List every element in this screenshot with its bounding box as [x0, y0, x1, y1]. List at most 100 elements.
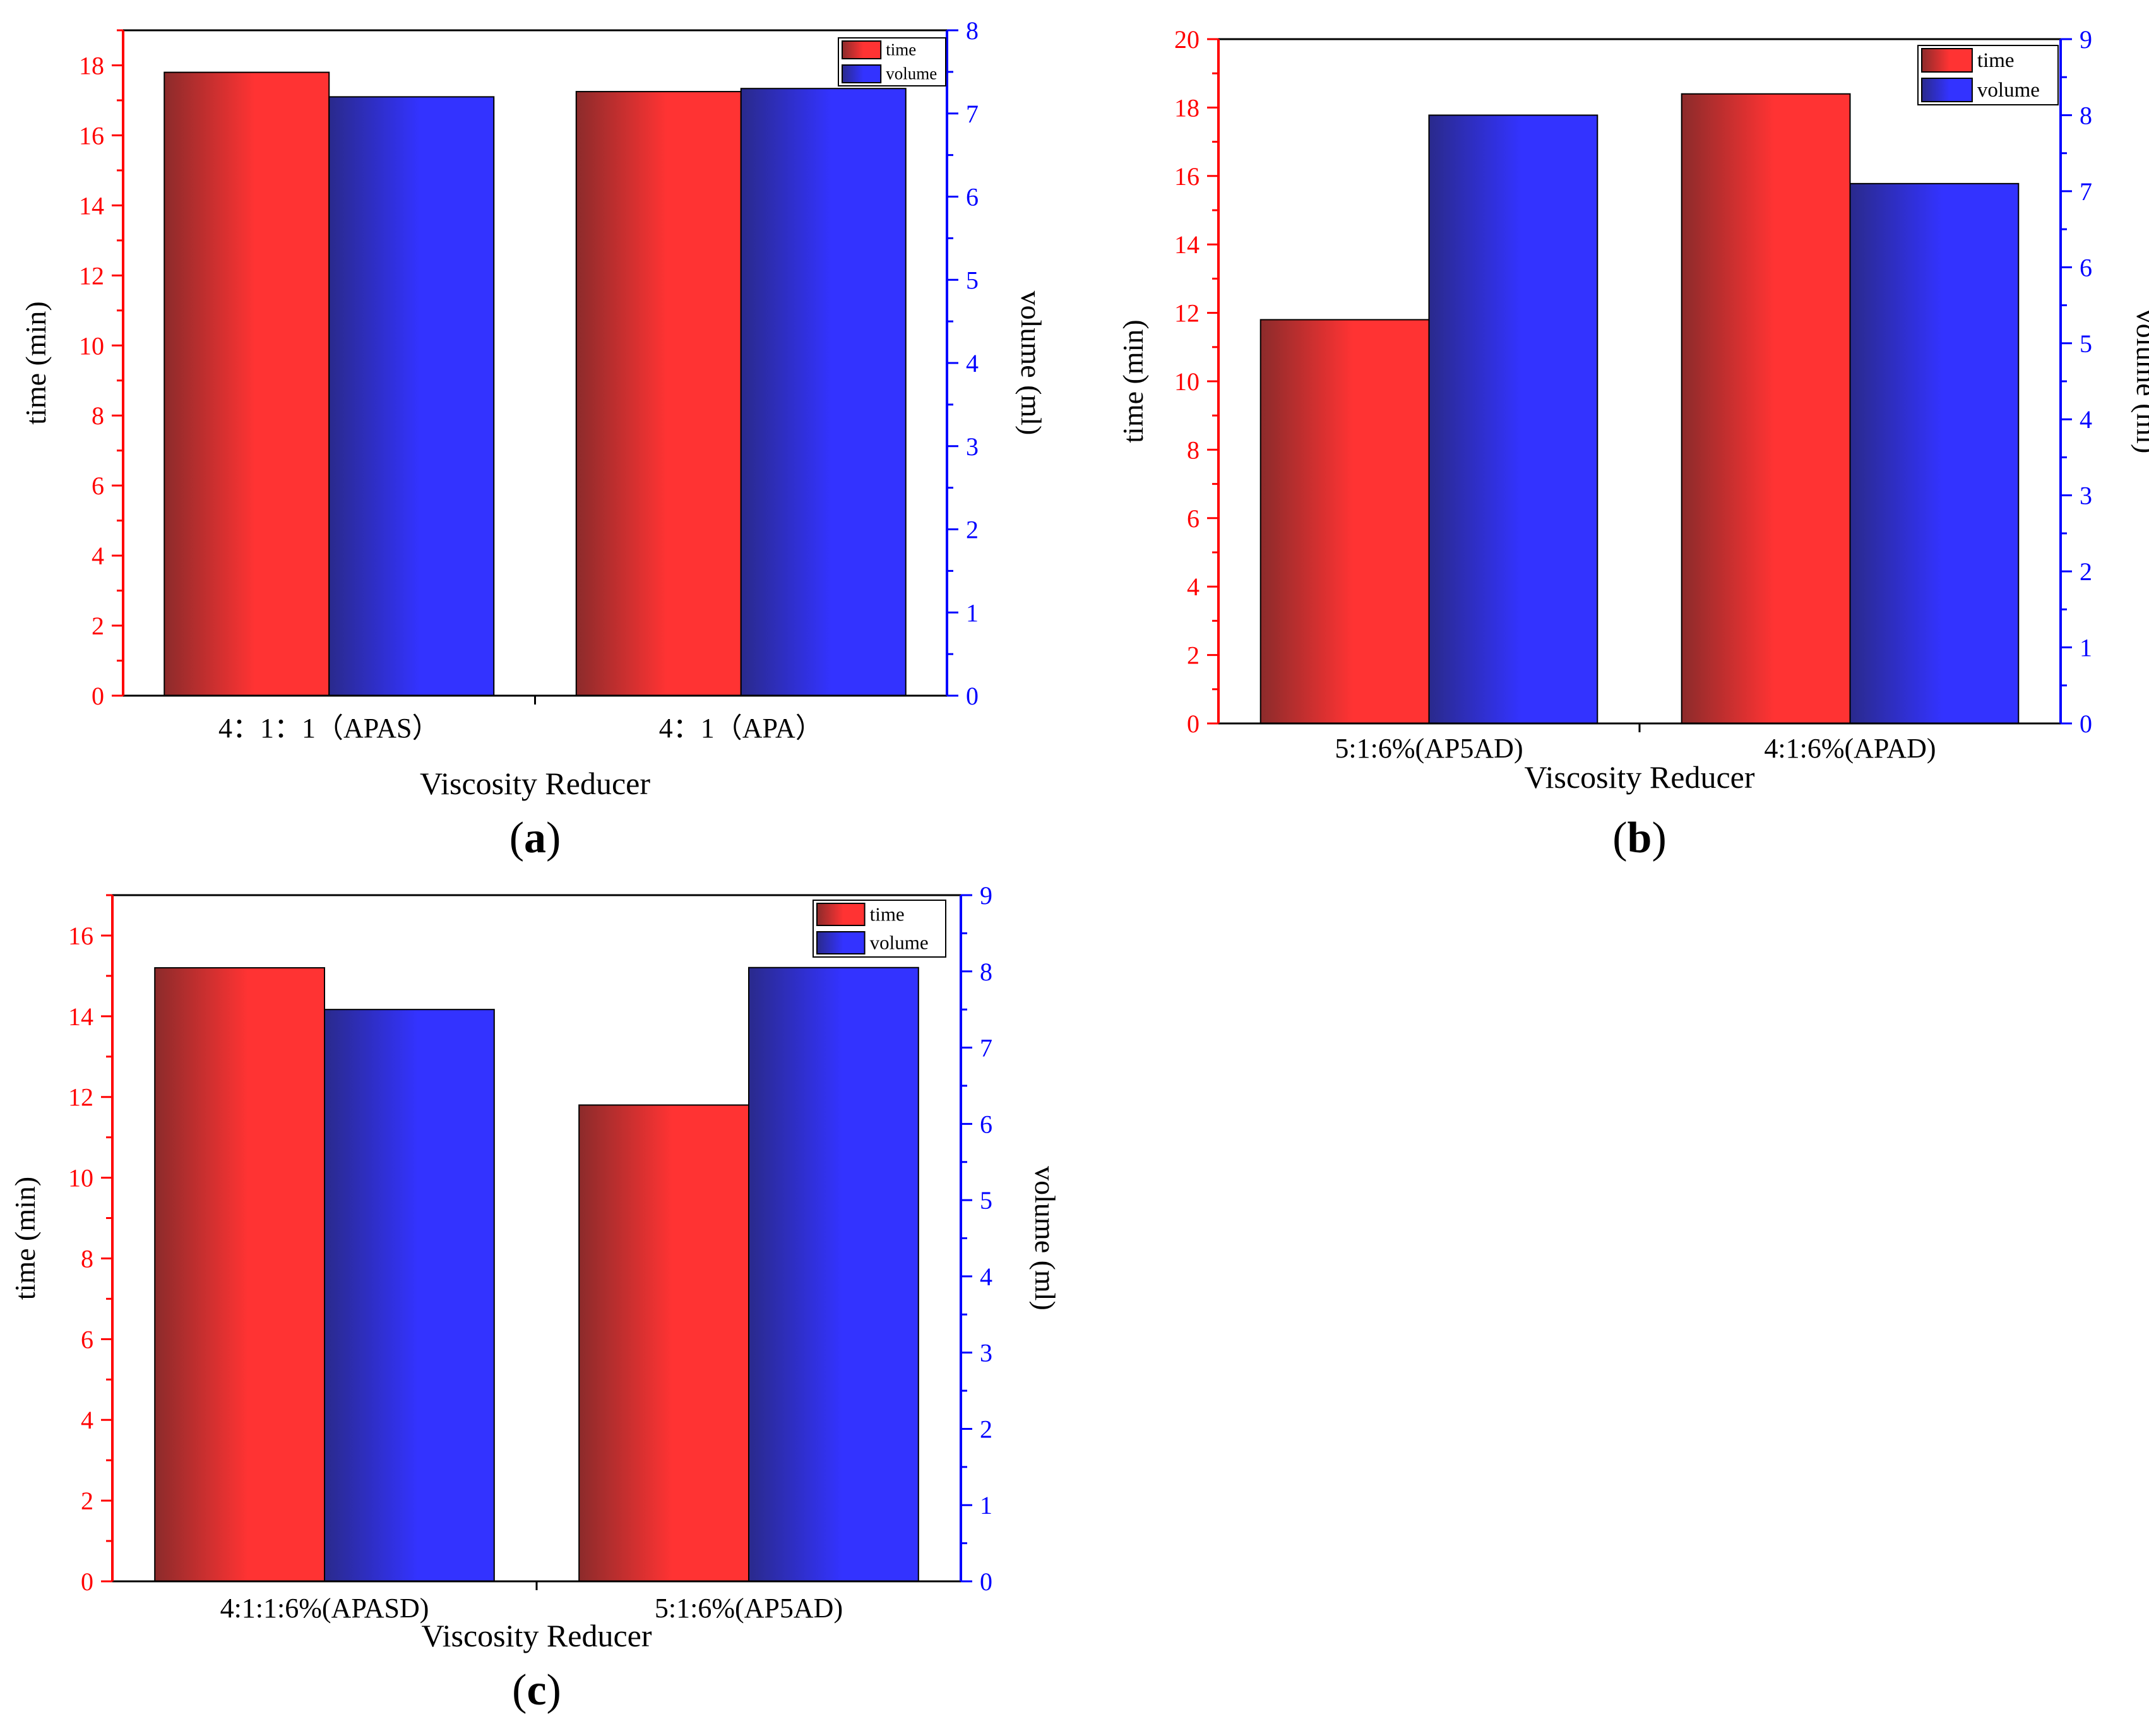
panel-label: (c) — [512, 1666, 561, 1715]
y-tick-label-left: 2 — [92, 612, 104, 640]
y-tick-label-right: 7 — [966, 100, 979, 128]
legend-swatch-volume — [816, 931, 866, 954]
legend-label-volume: volume — [870, 931, 929, 953]
legend: time volume — [813, 900, 946, 958]
y-tick-label-right: 4 — [966, 349, 979, 378]
x-tick-label: 4：1（APA） — [659, 713, 823, 744]
x-tick-label: 4:1:6%(APAD) — [1764, 733, 1936, 764]
legend-label-time: time — [886, 40, 916, 59]
legend-label-time: time — [870, 903, 905, 925]
x-tick-label: 4:1:1:6%(APASD) — [220, 1593, 429, 1624]
y-tick-label-left: 8 — [92, 401, 104, 430]
y-tick-label-left: 2 — [81, 1487, 93, 1515]
y-tick-label-right: 2 — [2080, 557, 2092, 586]
y-tick-label-left: 4 — [81, 1406, 93, 1434]
y-tick-label-left: 10 — [1174, 367, 1200, 396]
y-tick-label-right: 3 — [966, 432, 979, 461]
y-tick-label-right: 4 — [2080, 405, 2092, 434]
legend: time volume — [838, 37, 946, 86]
y-tick-label-right: 7 — [2080, 177, 2092, 206]
legend-label-volume: volume — [1977, 79, 2040, 102]
bar-time-1 — [164, 71, 330, 696]
y-tick-label-right: 4 — [980, 1263, 992, 1291]
x-axis-title: Viscosity Reducer — [420, 766, 650, 801]
y-tick-label-right: 7 — [980, 1034, 992, 1062]
y-tick-label-left: 12 — [68, 1083, 93, 1112]
legend-label-volume: volume — [886, 64, 937, 83]
y-tick-label-left: 2 — [1187, 641, 1200, 670]
y-tick-label-left: 0 — [92, 682, 104, 710]
y-tick-label-left: 16 — [1174, 162, 1200, 191]
legend-label-time: time — [1977, 49, 2015, 72]
bar-volume-1 — [324, 1009, 495, 1582]
y-tick-label-right: 8 — [966, 16, 979, 45]
y-tick-label-right: 0 — [980, 1567, 992, 1596]
x-tick-label: 5:1:6%(AP5AD) — [1335, 733, 1523, 764]
y-tick-label-left: 14 — [68, 1002, 93, 1031]
panel-letter: c — [527, 1666, 546, 1715]
legend-swatch-time — [1921, 48, 1973, 73]
panel-label: (a) — [509, 814, 561, 862]
y-tick-label-left: 14 — [79, 191, 104, 220]
y-tick-label-left: 8 — [1187, 436, 1200, 464]
y-tick-label-left: 16 — [79, 121, 104, 150]
bar-time-2 — [578, 1104, 749, 1582]
y-tick-label-left: 6 — [1187, 504, 1200, 533]
y-tick-label-right: 3 — [2080, 482, 2092, 510]
x-axis-title: Viscosity Reducer — [1525, 759, 1755, 795]
chart-panel-a: 4：1：1（APAS） 4：1（APA）024681012141618012345… — [20, 16, 1047, 862]
bar-volume-2 — [748, 966, 919, 1582]
bar-volume-1 — [328, 96, 495, 696]
y-tick-label-right: 5 — [2080, 330, 2092, 358]
bar-time-1 — [1259, 319, 1430, 724]
y-tick-label-left: 0 — [81, 1567, 93, 1596]
y-tick-label-left: 0 — [1187, 710, 1200, 738]
panel-label: (b) — [1612, 814, 1667, 862]
y-axis-title-right: volume (ml) — [1015, 291, 1047, 436]
y-axis-title-left: time (min) — [9, 1177, 41, 1300]
y-tick-label-right: 8 — [980, 958, 992, 986]
x-axis-title: Viscosity Reducer — [422, 1618, 652, 1653]
y-tick-label-right: 6 — [2080, 253, 2092, 282]
y-axis-title-right: volume (ml) — [1029, 1166, 1061, 1311]
y-tick-label-right: 8 — [2080, 101, 2092, 129]
y-tick-label-right: 2 — [980, 1415, 992, 1443]
y-tick-label-right: 3 — [980, 1339, 992, 1367]
y-tick-label-left: 6 — [81, 1325, 93, 1353]
y-tick-label-right: 9 — [980, 881, 992, 910]
y-tick-label-right: 0 — [966, 682, 979, 710]
legend-swatch-volume — [842, 64, 882, 83]
bar-time-1 — [154, 967, 325, 1582]
x-tick-label: 4：1：1（APAS） — [218, 713, 439, 744]
y-tick-label-left: 12 — [79, 261, 104, 290]
legend-swatch-volume — [1921, 78, 1973, 102]
legend-swatch-time — [842, 40, 882, 59]
legend-swatch-time — [816, 903, 866, 926]
y-tick-label-right: 5 — [966, 266, 979, 294]
y-tick-label-left: 16 — [68, 922, 93, 950]
y-axis-title-left: time (min) — [1117, 319, 1149, 443]
y-tick-label-right: 0 — [2080, 710, 2092, 738]
bar-time-2 — [575, 91, 742, 697]
y-tick-label-right: 1 — [966, 598, 979, 627]
y-tick-label-right: 6 — [980, 1110, 992, 1138]
y-tick-label-right: 5 — [980, 1186, 992, 1215]
y-tick-label-left: 6 — [92, 472, 104, 500]
x-tick-label: 5:1:6%(AP5AD) — [655, 1593, 843, 1624]
y-axis-title-left: time (min) — [20, 301, 52, 424]
y-tick-label-left: 18 — [79, 51, 104, 80]
y-tick-label-left: 4 — [1187, 573, 1200, 601]
bar-volume-2 — [740, 88, 907, 697]
y-axis-title-right: volume (ml) — [2131, 309, 2149, 454]
bar-time-2 — [1681, 93, 1851, 725]
y-tick-label-left: 12 — [1174, 299, 1200, 328]
y-tick-label-right: 9 — [2080, 25, 2092, 54]
y-tick-label-left: 20 — [1174, 25, 1200, 54]
y-tick-label-right: 1 — [2080, 634, 2092, 662]
y-tick-label-right: 2 — [966, 516, 979, 544]
panel-letter: a — [524, 814, 546, 862]
y-tick-label-left: 4 — [92, 542, 104, 570]
bar-volume-1 — [1428, 114, 1598, 724]
bar-volume-2 — [1849, 182, 2020, 725]
